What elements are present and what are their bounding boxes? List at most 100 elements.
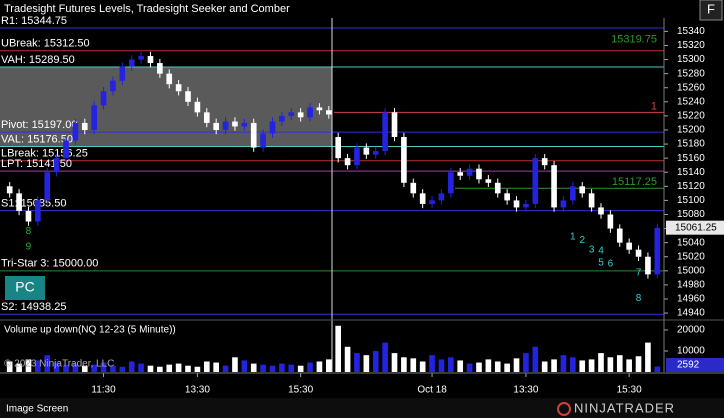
candle-body [72, 122, 79, 141]
candle-body [63, 140, 69, 159]
candle-body [626, 242, 632, 250]
corner-button-label[interactable]: F [707, 1, 715, 16]
volume-bar [53, 362, 60, 372]
volume-bar [110, 365, 116, 372]
x-tick-label: 15:30 [288, 385, 313, 396]
volume-bar [391, 353, 398, 372]
volume-bar [645, 342, 651, 372]
y-tick-label: 15340 [677, 26, 705, 37]
volume-bar [504, 363, 510, 372]
volume-bar [307, 362, 313, 372]
y-tick-label: 15080 [677, 209, 705, 220]
volume-bar [138, 363, 144, 372]
candle-body [81, 122, 88, 130]
candle-body [551, 165, 557, 208]
volume-bar [297, 365, 304, 372]
volume-tick-label: 10000 [677, 346, 705, 357]
candle-body [232, 121, 238, 127]
y-tick-label: 14940 [677, 308, 705, 319]
candle-body [222, 121, 229, 130]
y-tick-label: 15040 [677, 237, 705, 248]
volume-bar [35, 360, 41, 372]
volume-bar [485, 359, 492, 372]
volume-tick-label: 20000 [677, 325, 705, 336]
volume-bar [532, 346, 539, 372]
signal-label: 6 [608, 258, 614, 269]
volume-title: Volume up down(NQ 12-23 (5 Minute)) [4, 325, 176, 336]
candle-body [175, 84, 182, 92]
level-label: R1: 15344.75 [1, 15, 67, 27]
candle-body [110, 80, 116, 92]
candle-body [372, 151, 379, 155]
y-tick-label: 15020 [677, 251, 705, 262]
candle-body [335, 137, 342, 159]
candle-body [476, 168, 482, 180]
level-label: VAH: 15289.50 [1, 54, 75, 66]
signal-label: 7 [636, 268, 642, 279]
x-tick-label: 11:30 [91, 385, 116, 396]
candle-body [391, 112, 398, 138]
candle-body [598, 207, 604, 215]
pc-button[interactable] [5, 276, 45, 300]
level-label: UBreak: 15312.50 [1, 38, 90, 50]
y-tick-label: 15160 [677, 153, 705, 164]
candle-body [579, 186, 586, 194]
signal-label: 8 [636, 293, 642, 304]
volume-bar [63, 364, 69, 372]
candle-body [410, 182, 417, 194]
candle-body [307, 107, 313, 118]
y-tick-label: 15280 [677, 68, 705, 79]
candle-body [16, 193, 22, 211]
volume-bar [382, 342, 388, 372]
level-label: LPT: 15141.50 [1, 158, 72, 170]
candle-body [363, 147, 370, 155]
side-level-label: 15117.25 [612, 176, 657, 188]
volume-bar [513, 358, 520, 372]
last-price-box [666, 220, 724, 235]
candle-body [100, 91, 107, 106]
pc-button-label[interactable]: PC [15, 279, 34, 295]
level-label: Tri-Star 3: 15000.00 [1, 258, 98, 270]
volume-bar [119, 366, 126, 372]
candle-body [419, 193, 426, 204]
copyright: © 2023 NinjaTrader, LLC [4, 359, 114, 370]
candle-body [213, 122, 219, 130]
level-label: S1: 15085.50 [1, 198, 66, 210]
candle-body [203, 112, 210, 123]
candle-body [588, 193, 595, 208]
signal-label: 3 [589, 244, 595, 255]
volume-bar [372, 350, 379, 372]
y-tick-label: 14980 [677, 280, 705, 291]
signal-label: 9 [26, 242, 32, 253]
candle-body [513, 200, 520, 208]
side-level-label: 15319.75 [611, 34, 657, 46]
candle-body [466, 168, 473, 176]
level-label: VAL: 15176.50 [1, 133, 73, 145]
candle-body [607, 214, 614, 229]
volume-bar [579, 360, 586, 372]
volume-bar [157, 366, 163, 372]
chart-title: Tradesight Futures Levels, Tradesight Se… [4, 3, 290, 15]
candle-body [119, 66, 126, 81]
corner-button[interactable] [699, 0, 723, 21]
y-tick-label: 15120 [677, 181, 705, 192]
volume-bar [6, 361, 13, 372]
tab-label[interactable]: Image Screen [6, 404, 68, 415]
candle-body [504, 193, 510, 201]
signal-label: 8 [26, 226, 32, 237]
candle-body [185, 91, 191, 102]
volume-bar [166, 364, 173, 372]
candle-body [166, 73, 173, 85]
y-tick-label: 15100 [677, 195, 705, 206]
candle-body [157, 63, 163, 74]
y-tick-label: 14960 [677, 294, 705, 305]
volume-bar [213, 362, 219, 372]
brand-icon [557, 402, 571, 416]
volume-bar [457, 360, 464, 372]
volume-bar [598, 353, 604, 372]
volume-bar [448, 357, 454, 372]
volume-bar [203, 361, 210, 372]
candle-body [541, 158, 548, 166]
candle-body [128, 59, 135, 67]
